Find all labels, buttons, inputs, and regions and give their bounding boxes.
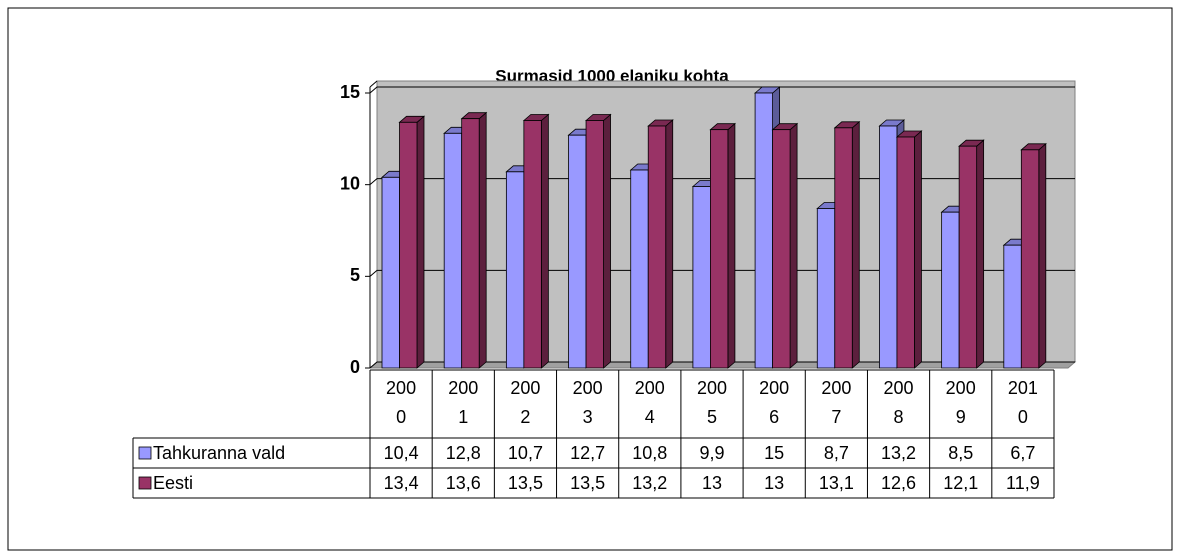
bar — [505, 171, 525, 369]
y-tick-label: 0 — [350, 357, 360, 377]
bar — [461, 118, 480, 369]
value-label: 13,5 — [508, 473, 543, 493]
y-axis-side — [369, 80, 378, 88]
bar-side — [914, 130, 922, 369]
value-label: 13 — [702, 473, 722, 493]
legend-key — [138, 446, 152, 460]
bar — [692, 186, 711, 369]
bar — [585, 120, 604, 369]
bar — [523, 120, 542, 369]
value-label: 9,9 — [699, 443, 724, 463]
x-tick-cell: 2003 — [572, 378, 603, 427]
value-label: 13,5 — [570, 473, 605, 493]
value-label: 12,6 — [881, 473, 916, 493]
bar — [568, 134, 587, 369]
bar — [399, 121, 418, 369]
value-label: 8,5 — [948, 443, 973, 463]
value-label: 11,9 — [1006, 473, 1040, 493]
value-label: 13,1 — [819, 473, 854, 493]
legend-label: Eesti — [153, 473, 193, 493]
value-label: 12,7 — [570, 443, 605, 463]
value-label: 13,2 — [632, 473, 667, 493]
bar — [381, 176, 400, 369]
bar — [896, 136, 915, 369]
value-label: 12,1 — [943, 473, 978, 493]
x-tick-label: 2001 — [448, 378, 479, 427]
x-tick-cell: 2006 — [759, 378, 790, 427]
value-label: 13,4 — [384, 473, 419, 493]
value-label: 10,8 — [632, 443, 667, 463]
x-tick-cell: 2002 — [510, 378, 541, 427]
x-tick-label: 2004 — [634, 378, 665, 427]
bar — [443, 132, 463, 369]
bar — [754, 92, 773, 369]
legend-key — [138, 476, 152, 490]
x-tick-cell: 2009 — [945, 378, 976, 427]
x-tick-label: 2009 — [945, 378, 976, 427]
value-label: 12,8 — [446, 443, 481, 463]
bar — [630, 169, 649, 369]
value-label: 13,2 — [881, 443, 916, 463]
x-tick-label: 2005 — [696, 378, 727, 427]
x-tick-cell: 2000 — [386, 378, 417, 427]
value-label: 15 — [764, 443, 784, 463]
bar-side — [1038, 142, 1047, 369]
value-label: 6,7 — [1010, 443, 1035, 463]
x-tick-cell: 2008 — [883, 378, 914, 427]
bar — [1020, 149, 1040, 369]
bar — [710, 129, 729, 369]
x-tick-cell: 2005 — [696, 378, 727, 427]
y-tick-label: 10 — [340, 173, 360, 193]
legend-label: Tahkuranna vald — [153, 443, 285, 463]
bar-side — [976, 139, 985, 369]
bar-side — [416, 115, 425, 369]
bar-side — [665, 119, 674, 369]
value-label: 10,7 — [508, 443, 543, 463]
bar-side — [603, 113, 611, 369]
bar — [958, 145, 978, 369]
x-tick-label: 2008 — [883, 378, 914, 427]
x-tick-label: 2007 — [821, 378, 852, 427]
grid-line — [369, 86, 1075, 94]
bar — [879, 125, 898, 369]
bar-side — [478, 111, 487, 369]
bar — [772, 129, 791, 369]
x-tick-label: 2000 — [386, 378, 417, 427]
value-label: 13,6 — [446, 473, 481, 493]
bar-side — [789, 122, 798, 369]
y-tick-label: 5 — [350, 265, 360, 285]
x-tick-label: 2006 — [759, 378, 790, 427]
bar-side — [727, 122, 736, 369]
bar — [941, 211, 960, 369]
x-tick-cell: 2007 — [821, 378, 852, 427]
bar-side — [851, 120, 860, 369]
bar — [834, 127, 853, 369]
x-tick-label: 2003 — [572, 378, 603, 427]
value-label: 10,4 — [384, 443, 419, 463]
bar-side — [540, 113, 549, 369]
x-tick-label: 2010 — [1007, 378, 1038, 427]
bar — [1003, 244, 1022, 369]
value-label: 13 — [764, 473, 784, 493]
x-tick-label: 2002 — [510, 378, 541, 427]
x-tick-cell: 2010 — [1007, 378, 1038, 427]
y-tick-label: 15 — [340, 82, 360, 102]
bar — [647, 125, 667, 369]
x-tick-cell: 2004 — [634, 378, 665, 427]
value-label: 8,7 — [824, 443, 849, 463]
bar — [816, 208, 836, 369]
x-tick-cell: 2001 — [448, 378, 479, 427]
